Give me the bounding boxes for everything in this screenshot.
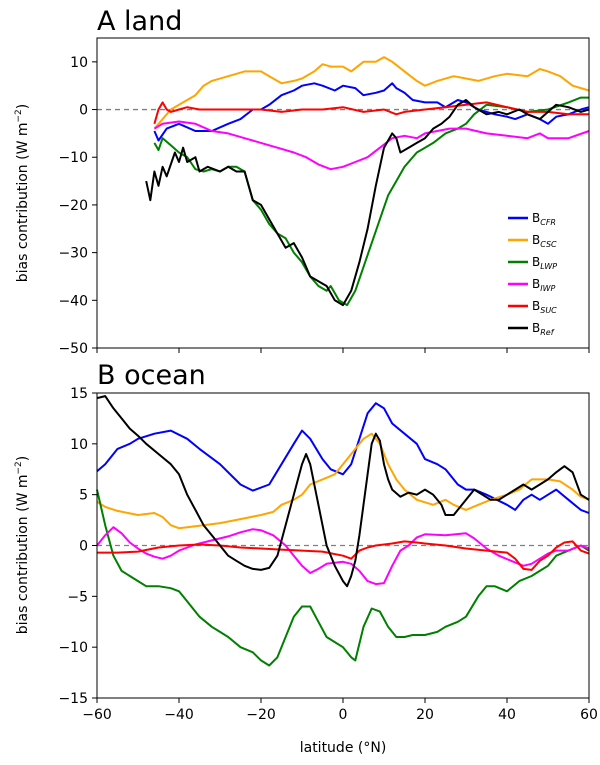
panel-b: B ocean 15 10 5 0 −5 −10 −15−60 −40 −20 0 20 40 60 — [58, 360, 597, 723]
panel-b-xtick-label: 0 — [339, 707, 348, 723]
panel-b-ytick-label: 10 — [70, 437, 88, 453]
panel-a-title: A land — [97, 6, 182, 37]
panel-b-ytick-label: −10 — [58, 640, 88, 656]
legend-label-iwp: BIWP — [532, 277, 556, 293]
panel-b-frame — [96, 392, 590, 699]
panel-a-frame — [96, 37, 590, 349]
panel-b-ytick-label: 5 — [79, 488, 88, 504]
panel-b-xtick-label: −20 — [246, 707, 276, 723]
panel-b-series-csc — [96, 432, 590, 530]
legend-label-ref: BRef — [532, 321, 555, 337]
legend: BCFR BCSC BLWP BIWP BSUC BRef — [508, 211, 557, 337]
panel-a-ytick-label: −20 — [58, 198, 88, 214]
panel-a-ytick-label: −30 — [58, 246, 88, 262]
panel-a-series-cfr — [153, 82, 590, 142]
panel-a-series-lwp — [153, 96, 589, 307]
panel-b-xtick-label: −40 — [164, 707, 194, 723]
panel-b-title: B ocean — [97, 360, 206, 391]
panel-a-ytick-label: −10 — [58, 150, 88, 166]
panel-b-series-lwp — [96, 489, 590, 667]
panel-b-ytick-label: 15 — [70, 386, 88, 402]
panel-a-series-iwp — [153, 120, 590, 171]
panel-a-ytick-label: 10 — [70, 55, 88, 71]
panel-b-ytick-label: −15 — [58, 691, 88, 707]
y-axis-label-panel-b: bias contribution (W m−2) — [14, 456, 31, 635]
panel-a-series-ref — [145, 99, 590, 307]
legend-label-csc: BCSC — [532, 233, 557, 249]
panel-b-series-cfr — [96, 402, 590, 514]
legend-label-suc: BSUC — [532, 299, 557, 315]
panel-b-ytick-label: −5 — [67, 589, 88, 605]
panel-a: A land 10 0 −10 −20 −30 −40 −50 — [58, 6, 590, 357]
y-axis-label-panel-a: bias contribution (W m−2) — [14, 104, 31, 283]
panel-b-series-suc — [97, 540, 590, 571]
panel-b-xtick-label: 40 — [498, 707, 516, 723]
panel-b-xtick-label: 20 — [416, 707, 434, 723]
panel-b-ytick-label: 0 — [79, 539, 88, 555]
panel-b-series-ref — [96, 395, 590, 588]
legend-label-lwp: BLWP — [532, 255, 557, 271]
panel-a-series-suc — [153, 101, 589, 125]
panel-a-ytick-label: −50 — [58, 341, 88, 357]
panel-b-xtick-label: −60 — [82, 707, 112, 723]
panel-b-series-iwp — [96, 526, 590, 586]
panel-a-series-csc — [153, 56, 590, 130]
legend-label-cfr: BCFR — [532, 211, 556, 227]
panel-b-xtick-label: 60 — [580, 707, 598, 723]
x-axis-label: latitude (°N) — [300, 740, 387, 756]
panel-a-ytick-label: 0 — [79, 103, 88, 119]
panel-a-ytick-label: −40 — [58, 293, 88, 309]
